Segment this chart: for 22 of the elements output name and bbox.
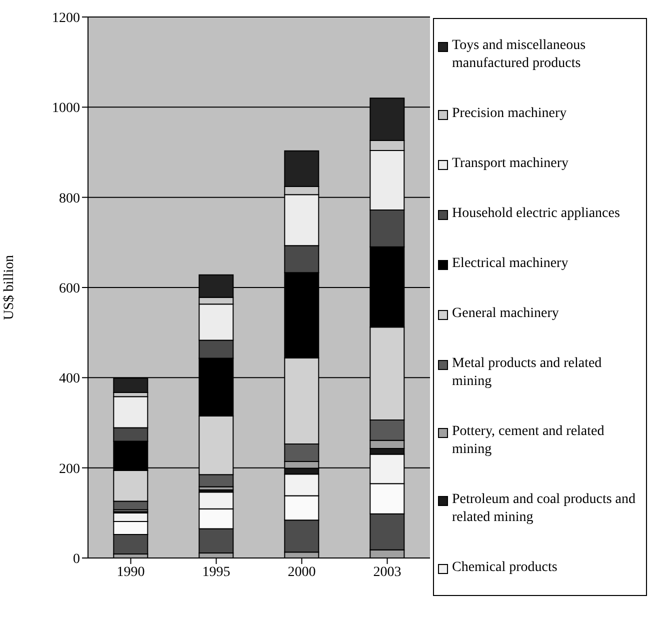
legend-label: Household electric appliances — [452, 205, 620, 223]
legend-label: Pottery, cement and related mining — [452, 423, 606, 459]
y-tick-label: 600 — [59, 281, 80, 296]
legend-label: Chemical products — [452, 559, 558, 577]
x-tick-label: 1990 — [116, 564, 145, 580]
legend-label: Transport machinery — [452, 155, 569, 173]
y-tick-label: 1000 — [52, 101, 80, 116]
x-tick-label: 2000 — [288, 564, 316, 580]
x-tick-label: 1995 — [202, 564, 230, 580]
y-tick-label: 0 — [73, 552, 80, 567]
legend-label: Toys and miscellaneous manufactured products — [452, 37, 587, 73]
y-tick-label: 1200 — [52, 10, 80, 26]
y-tick-label: 400 — [59, 372, 80, 387]
legend-label: Electrical machinery — [452, 255, 568, 273]
legend-label: Petroleum and coal products and related mining — [452, 491, 637, 527]
y-axis-title: US$ billion — [2, 255, 17, 320]
y-tick-label: 200 — [59, 462, 80, 477]
x-tick-label: 2003 — [373, 564, 402, 580]
legend-label: Precision machinery — [452, 105, 567, 123]
legend-label: General machinery — [452, 305, 559, 323]
y-tick-label: 800 — [59, 191, 80, 206]
legend-label: Metal products and related mining — [452, 355, 603, 391]
